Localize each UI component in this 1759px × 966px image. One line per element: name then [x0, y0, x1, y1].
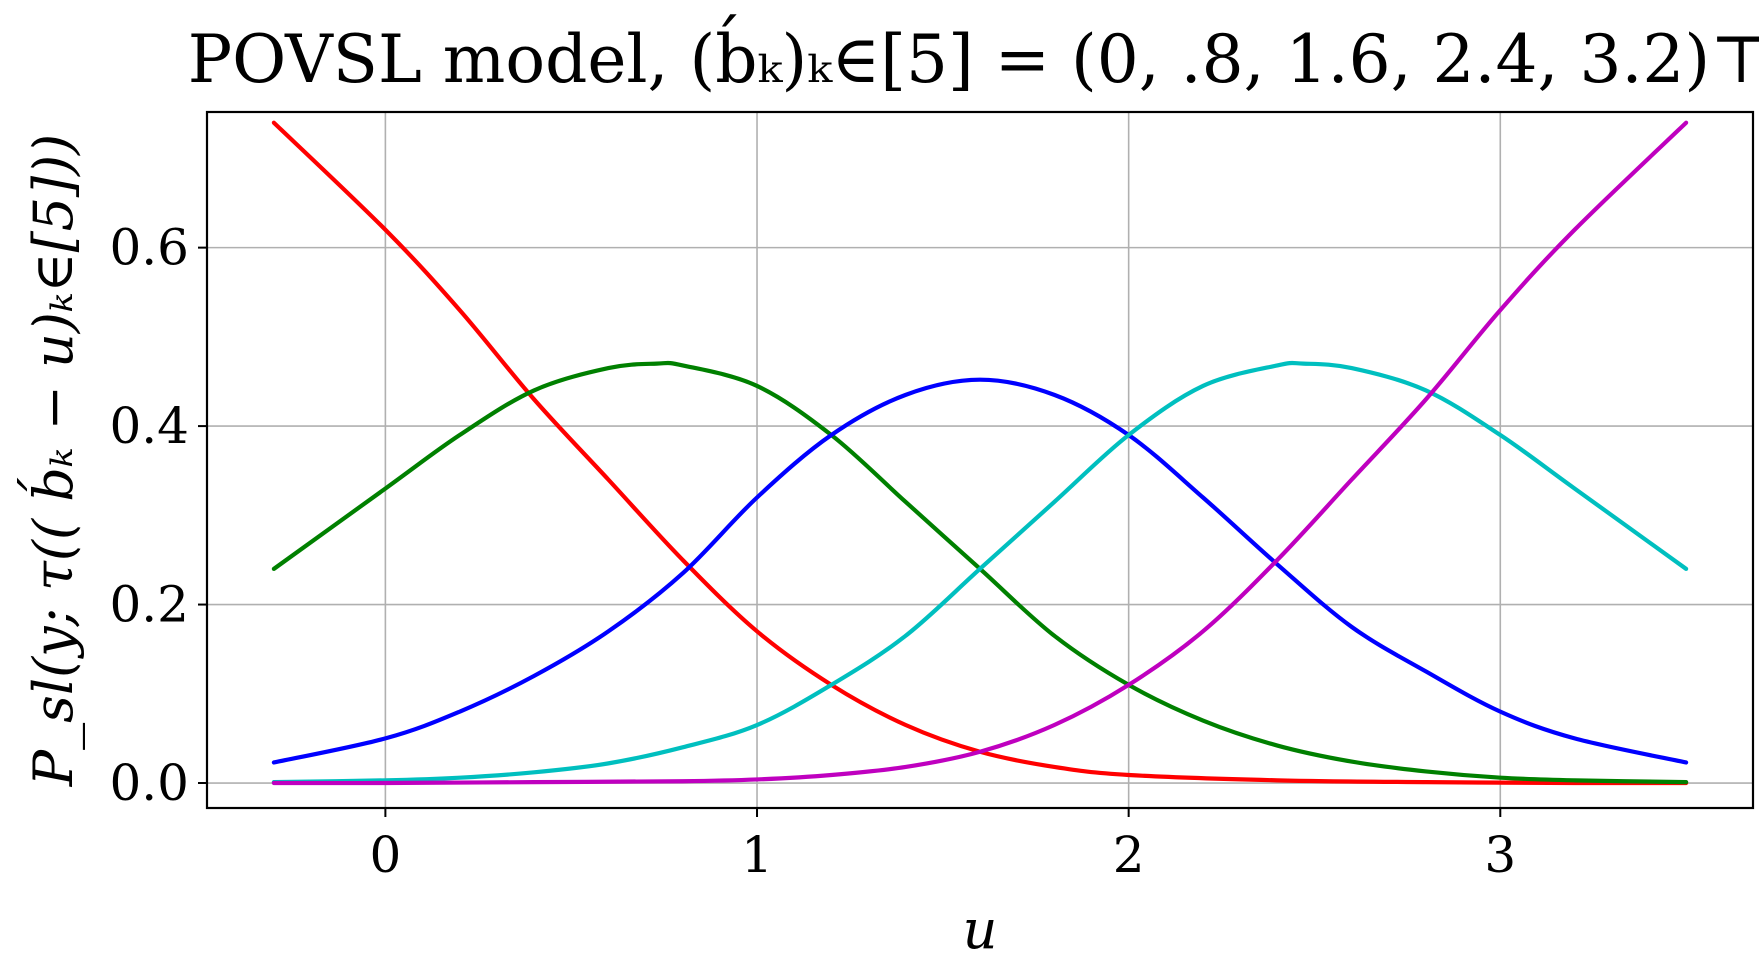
- x-tick-label: 0: [369, 826, 401, 884]
- x-tick-label: 3: [1484, 826, 1516, 884]
- series-lines: [271, 120, 1689, 786]
- x-tick-label: 1: [741, 826, 773, 884]
- series-line-2: [271, 360, 1689, 785]
- x-axis-label: u: [963, 898, 998, 961]
- series-line-1: [271, 120, 1689, 786]
- series-line-4: [271, 360, 1689, 785]
- y-tick-label: 0.0: [109, 754, 189, 812]
- y-tick-label: 0.6: [109, 219, 189, 277]
- x-tick-label: 2: [1113, 826, 1145, 884]
- y-tick-label: 0.4: [109, 397, 189, 455]
- chart-title: POVSL model, (b́ₖ)ₖ∈[5] = (0, .8, 1.6, 2…: [188, 16, 1759, 98]
- y-tick-label: 0.2: [109, 576, 189, 634]
- series-line-5: [271, 120, 1689, 786]
- series-line-3: [271, 377, 1689, 765]
- grid: [207, 112, 1753, 808]
- y-ticks: 0.0 0.2 0.4 0.6: [109, 219, 207, 812]
- y-axis-label: P_sl(y; τ(( b́ₖ − u)ₖ∈[5])): [16, 134, 85, 787]
- plot-frame: [205, 110, 1755, 810]
- x-ticks: 0 1 2 3: [369, 808, 1516, 884]
